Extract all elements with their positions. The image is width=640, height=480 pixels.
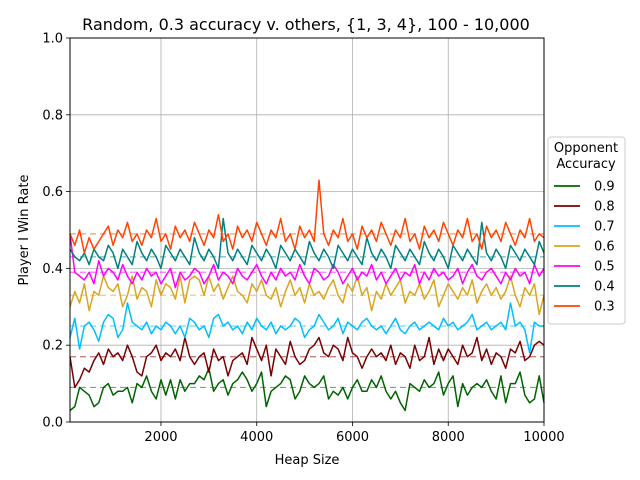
plot-area: 2000 4000 6000 8000 10000 0.0 0.2 0.4 0.6 0.8 1.0 <box>42 32 564 446</box>
plot-frame <box>69 37 545 423</box>
legend-label-0.7: 0.7 <box>594 220 615 235</box>
x-axis-ticks: 2000 4000 6000 8000 10000 <box>144 422 565 445</box>
y-tick-label: 1.0 <box>42 32 63 47</box>
chart-title: Random, 0.3 accuracy v. others, {1, 3, 4… <box>82 15 530 34</box>
y-tick-label: 0.6 <box>42 185 63 200</box>
x-tick-label: 6000 <box>336 430 369 445</box>
series-line-0.4 <box>69 217 545 270</box>
y-tick-label: 0.0 <box>42 416 63 431</box>
plot-background <box>70 38 544 422</box>
legend-label-0.9: 0.9 <box>594 180 615 195</box>
x-tick-label: 8000 <box>432 430 465 445</box>
legend-box <box>547 136 626 325</box>
series-line-0.3 <box>69 179 545 254</box>
legend-label-0.4: 0.4 <box>594 280 615 295</box>
legend-label-0.6: 0.6 <box>594 240 615 255</box>
legend-label-0.5: 0.5 <box>594 260 615 275</box>
legend: Opponent Accuracy 0.9 0.8 0.7 0.6 0.5 0.4 0.3 <box>547 136 626 325</box>
y-axis-ticks: 0.0 0.2 0.4 0.6 0.8 1.0 <box>42 32 70 431</box>
series-line-0.7 <box>69 302 544 354</box>
y-tick-label: 0.8 <box>42 108 63 123</box>
series-line-0.9 <box>69 367 545 412</box>
legend-label-0.8: 0.8 <box>594 200 615 215</box>
x-axis-label: Heap Size <box>275 453 340 468</box>
x-tick-label: 2000 <box>144 430 177 445</box>
series-line-0.5 <box>69 233 545 289</box>
legend-title-line2: Accuracy <box>556 157 616 172</box>
x-tick-label: 10000 <box>523 430 564 445</box>
series-line-0.6 <box>69 275 545 316</box>
legend-title-line1: Opponent <box>554 141 618 156</box>
x-tick-label: 4000 <box>240 430 273 445</box>
y-tick-label: 0.2 <box>42 339 63 354</box>
legend-items: 0.9 0.8 0.7 0.6 0.5 0.4 0.3 <box>554 180 615 315</box>
legend-label-0.3: 0.3 <box>594 300 615 315</box>
series-lines <box>69 179 545 412</box>
y-tick-label: 0.4 <box>42 262 63 277</box>
series-line-0.8 <box>69 336 545 389</box>
y-axis-label: Player I Win Rate <box>17 175 32 286</box>
